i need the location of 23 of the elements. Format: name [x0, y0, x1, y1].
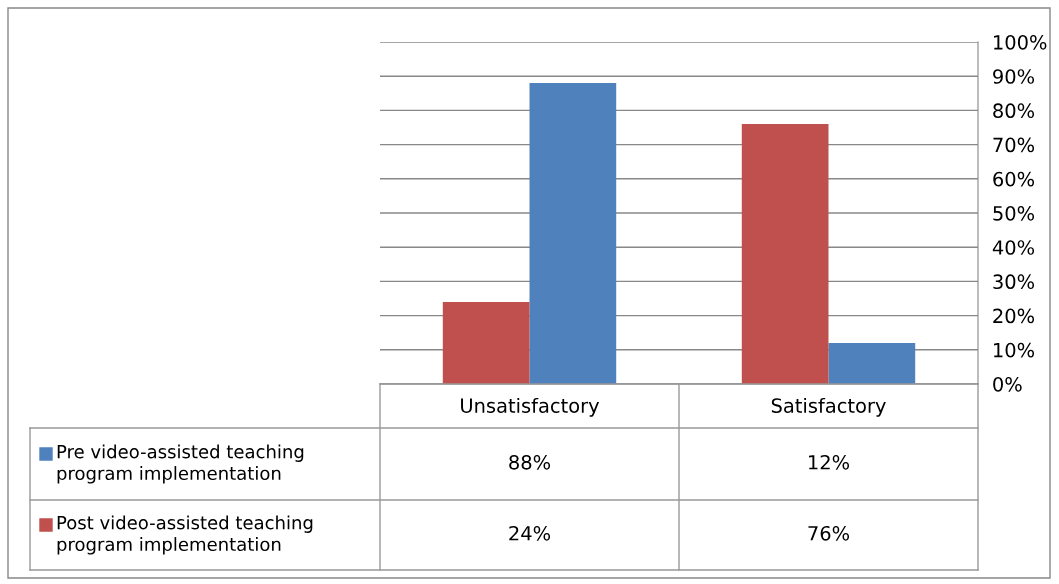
y-tick-label: 10% — [994, 342, 1035, 358]
data-label: 12% — [809, 454, 850, 470]
data-label: 76% — [808, 525, 850, 541]
data-label: 88% — [509, 454, 551, 470]
y-tick-label: 50% — [993, 205, 1035, 221]
y-tick-label: 100% — [994, 34, 1047, 50]
y-tick-label: 90% — [993, 69, 1035, 84]
y-tick-label: 30% — [993, 274, 1035, 290]
x-tick-label: Unsatisfactory — [461, 397, 600, 417]
legend-label: Pre video-assisted teaching program implementation — [57, 444, 304, 484]
data-label: 24% — [509, 525, 551, 541]
y-tick-label: 80% — [993, 103, 1035, 119]
y-tick-label: 20% — [993, 308, 1035, 324]
bar — [828, 342, 916, 384]
y-tick-label: 40% — [992, 240, 1035, 255]
legend-label: Post video-assisted teaching program implementation — [57, 515, 313, 555]
y-tick-label: 70% — [993, 137, 1035, 153]
x-tick-label: Satisfactory — [771, 397, 886, 417]
bar — [442, 301, 530, 384]
bar — [741, 124, 829, 384]
y-tick-label: 0% — [993, 376, 1022, 392]
y-tick-label: 60% — [993, 171, 1035, 187]
bar — [529, 83, 617, 384]
